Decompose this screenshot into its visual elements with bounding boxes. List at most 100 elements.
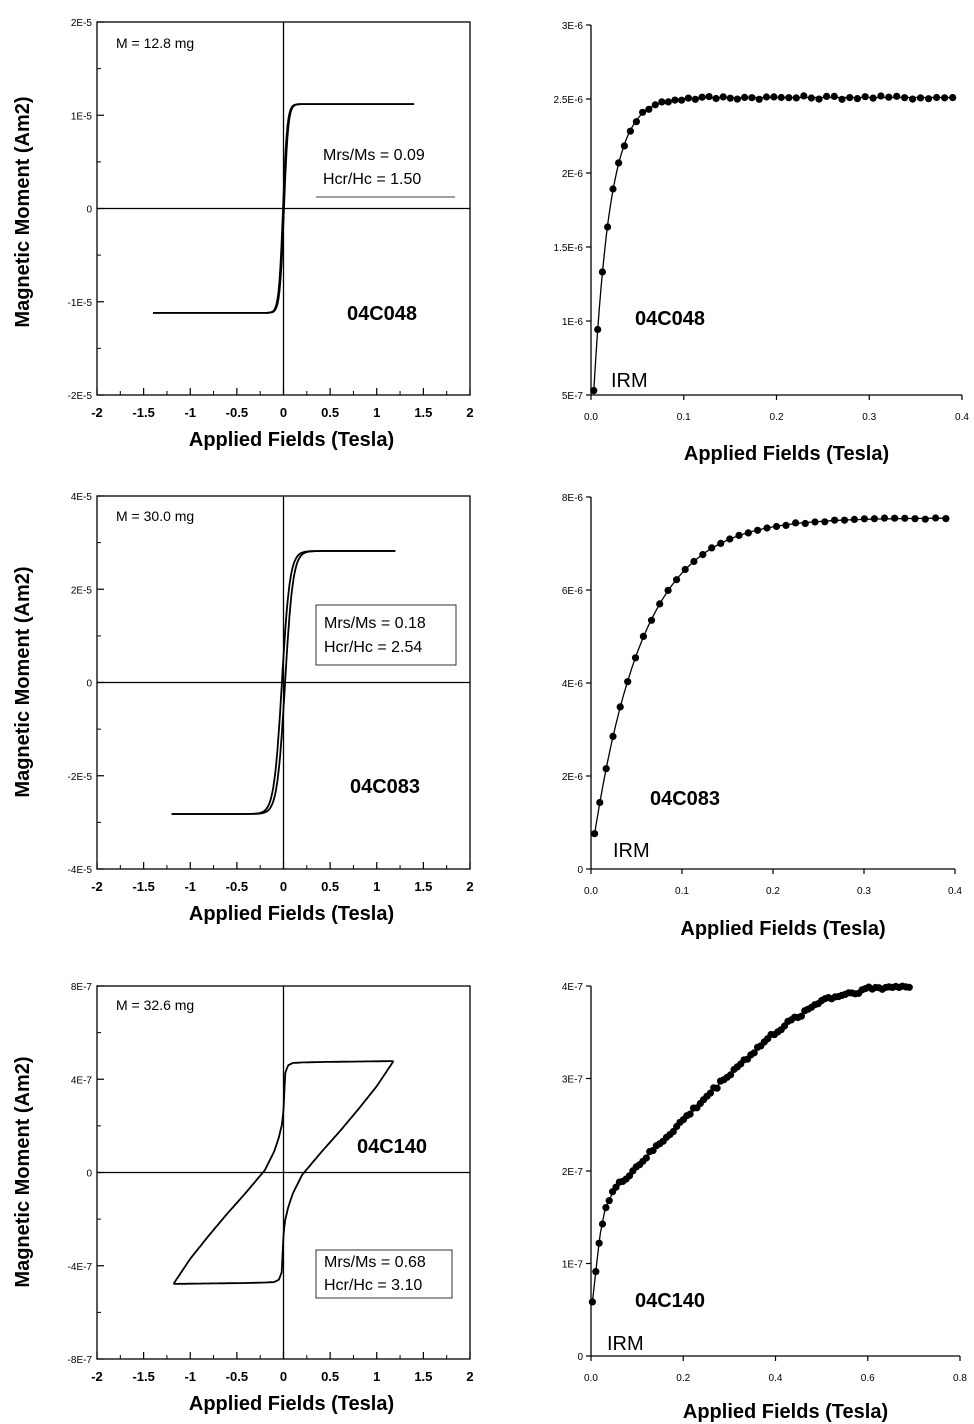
y-tick-label: 0 — [86, 205, 92, 216]
irm-data-point — [616, 703, 624, 711]
hysteresis-plot-04C048: -2 -1.5 -1 -0.5 0 0.5 1 1.5 2 -2E-5 -1E-5 0 1E-5 2E-5… — [12, 18, 474, 451]
irm-data-point — [609, 185, 617, 193]
sample-id: 04C048 — [347, 303, 417, 325]
irm-data-point — [726, 94, 734, 102]
irm-data-point — [620, 142, 629, 150]
irm-data-point — [691, 95, 699, 103]
irm-data-point — [942, 515, 950, 523]
irm-data-point — [921, 515, 929, 523]
x-tick-label: 0.0 — [584, 886, 598, 897]
irm-data-point — [916, 94, 925, 102]
x-tick-label: -1 — [184, 879, 196, 894]
ratio-hcr-hc: Hcr/Hc = 2.54 — [324, 639, 422, 656]
x-tick-label: 0.4 — [955, 412, 969, 423]
irm-data-point — [933, 93, 941, 102]
irm-data-point — [592, 1268, 600, 1276]
hysteresis-branch-descending — [172, 1060, 394, 1285]
x-tick-label: 2 — [466, 879, 473, 894]
irm-data-point — [604, 223, 612, 231]
sample-mass: M = 32.6 mg — [116, 997, 194, 1013]
y-axis-title: Magnetic Moment (Am2) — [12, 96, 34, 327]
irm-data-point — [598, 268, 607, 276]
x-tick-label: 0.2 — [676, 1373, 690, 1384]
y-tick-label: 1E-6 — [562, 317, 584, 328]
irm-data-point — [754, 526, 762, 534]
y-tick-label: 1E-5 — [71, 111, 93, 122]
ratio-mrs-ms: Mrs/Ms = 0.09 — [323, 147, 425, 164]
irm-data-point — [591, 830, 599, 838]
x-axis-title: Applied Fields (Tesla) — [683, 1401, 888, 1423]
hysteresis-branch-ascending — [153, 103, 415, 314]
irm-data-point — [713, 1084, 721, 1092]
irm-data-point — [797, 1012, 806, 1020]
y-tick-label: 2.5E-6 — [554, 95, 584, 106]
x-tick-label: 0.4 — [769, 1373, 783, 1384]
irm-curve — [591, 985, 910, 1302]
x-axis-title: Applied Fields (Tesla) — [684, 443, 889, 465]
irm-data-point — [590, 387, 598, 395]
irm-data-point — [785, 94, 793, 102]
irm-data-point — [656, 600, 664, 608]
x-tick-label: 1 — [373, 879, 380, 894]
y-tick-label: 1.5E-6 — [554, 243, 584, 254]
x-tick-label: 0.1 — [675, 886, 689, 897]
irm-data-point — [763, 524, 771, 532]
irm-data-point — [684, 94, 693, 102]
x-tick-label: 0.5 — [321, 879, 339, 894]
x-tick-label: 0 — [280, 1369, 287, 1384]
irm-plot-04C083: 0.0 0.1 0.2 0.3 0.4 0 2E-6 4E-6 6E-6 8E-6 04C083 IR… — [562, 493, 963, 940]
irm-data-point — [717, 539, 725, 548]
irm-data-point — [664, 586, 672, 595]
x-tick-label: 2 — [466, 1369, 473, 1384]
irm-data-point — [602, 765, 610, 773]
irm-data-point — [909, 95, 917, 103]
irm-data-point — [596, 798, 604, 807]
sample-id: 04C083 — [350, 776, 420, 798]
y-tick-label: 0 — [86, 1169, 92, 1180]
irm-data-point — [647, 616, 656, 624]
x-tick-label: -0.5 — [226, 879, 248, 894]
ratio-hcr-hc: Hcr/Hc = 1.50 — [323, 171, 421, 188]
y-tick-label: 8E-6 — [562, 493, 584, 504]
irm-data-point — [639, 108, 647, 116]
irm-data-point — [595, 1239, 603, 1247]
sample-id: 04C140 — [635, 1290, 705, 1312]
irm-data-point — [801, 519, 809, 528]
x-tick-label: 1.5 — [414, 405, 432, 420]
x-tick-label: 0.6 — [861, 1373, 875, 1384]
y-tick-label: -4E-5 — [68, 865, 93, 876]
irm-data-point — [673, 576, 681, 584]
irm-label: IRM — [607, 1333, 644, 1355]
y-tick-label: 0 — [577, 1352, 583, 1363]
irm-data-point — [748, 94, 756, 102]
irm-data-point — [708, 544, 716, 552]
y-tick-label: 2E-6 — [562, 772, 584, 783]
irm-data-point — [782, 521, 790, 530]
ratio-box — [315, 604, 457, 666]
irm-data-point — [639, 632, 648, 641]
x-tick-label: 0.3 — [862, 412, 876, 423]
irm-data-point — [762, 93, 771, 101]
irm-data-point — [664, 98, 672, 106]
x-tick-label: 2 — [466, 405, 473, 420]
irm-data-point — [658, 98, 666, 106]
irm-data-point — [733, 95, 742, 103]
irm-data-point — [605, 1197, 613, 1205]
x-tick-label: -0.5 — [226, 1369, 248, 1384]
irm-curve — [593, 517, 946, 834]
x-tick-label: 0.3 — [857, 886, 871, 897]
irm-data-point — [624, 678, 632, 686]
irm-data-point — [698, 93, 706, 101]
hysteresis-plot-04C083: -2 -1.5 -1 -0.5 0 0.5 1 1.5 2 -4E-5 -2E-5 0 2E-5 4E-5… — [12, 492, 474, 925]
hysteresis-branch-ascending — [173, 1060, 395, 1285]
x-tick-label: 0.8 — [953, 1373, 967, 1384]
y-tick-label: -4E-7 — [68, 1262, 93, 1273]
ratio-mrs-ms: Mrs/Ms = 0.68 — [324, 1254, 426, 1271]
irm-data-point — [726, 535, 734, 543]
sample-id: 04C048 — [635, 308, 705, 330]
irm-data-point — [840, 516, 849, 524]
irm-data-point — [853, 95, 862, 103]
y-tick-label: 0 — [577, 865, 583, 876]
irm-data-point — [750, 1049, 758, 1057]
